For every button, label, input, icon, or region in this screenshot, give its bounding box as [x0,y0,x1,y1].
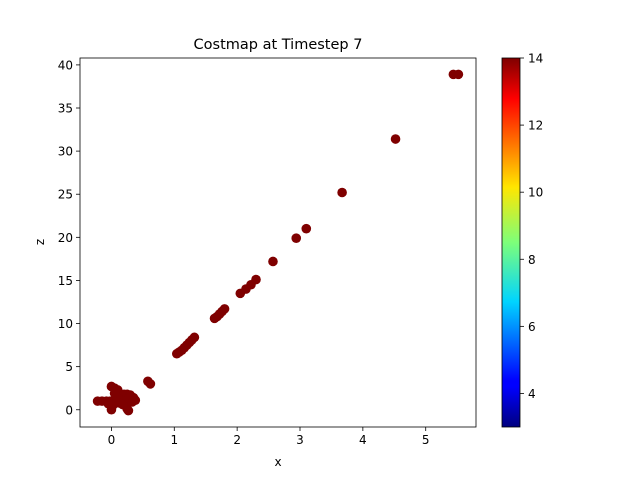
x-tick-label: 5 [422,433,430,447]
colorbar-ticks: 4 6 8 10 12 14 [520,52,543,401]
y-tick-label: 35 [58,102,73,116]
data-point-3 [337,187,347,198]
colorbar-tick-label: 8 [528,253,536,267]
x-tick-label: 4 [359,433,367,447]
x-axis-label: x [274,455,281,469]
data-point-52 [127,397,137,407]
colorbar-tick-label: 12 [528,119,543,133]
colorbar-tick-label: 14 [528,52,543,66]
colorbar-tick-label: 10 [528,186,543,200]
data-point-10 [235,288,246,299]
y-tick-label: 40 [58,58,73,72]
y-tick-label: 5 [65,360,73,374]
x-tick-label: 2 [233,433,241,447]
chart-title: Costmap at Timestep 7 [194,37,363,53]
data-point-5 [291,233,302,243]
data-point-53 [109,388,120,399]
y-axis-label: z [33,239,47,245]
data-point-15 [209,313,220,324]
data-point-48 [117,399,128,410]
x-axis-ticks: 0 1 2 3 4 5 [108,427,430,447]
colorbar [501,57,521,428]
data-point-23 [172,348,182,359]
y-tick-label: 20 [58,231,73,245]
data-point-25 [143,376,153,387]
colorbar-tick-label: 6 [528,320,536,334]
colorbar-tick-label: 4 [528,387,536,401]
y-tick-label: 25 [58,188,73,202]
data-point-49 [103,398,114,409]
y-tick-label: 10 [58,317,73,331]
y-tick-label: 0 [65,403,73,417]
x-tick-label: 1 [170,433,178,447]
y-axis-ticks: 0 5 10 15 20 25 30 35 40 [58,58,80,417]
data-point-6 [268,256,278,267]
scatter-points [92,69,464,416]
plot-area [79,57,477,428]
y-tick-label: 15 [58,274,73,288]
data-point-1 [453,69,464,80]
x-tick-label: 3 [296,433,304,447]
data-point-47 [123,405,134,416]
data-point-2 [390,134,401,144]
y-tick-label: 30 [58,145,73,159]
data-point-4 [301,223,312,234]
x-tick-label: 0 [108,433,116,447]
